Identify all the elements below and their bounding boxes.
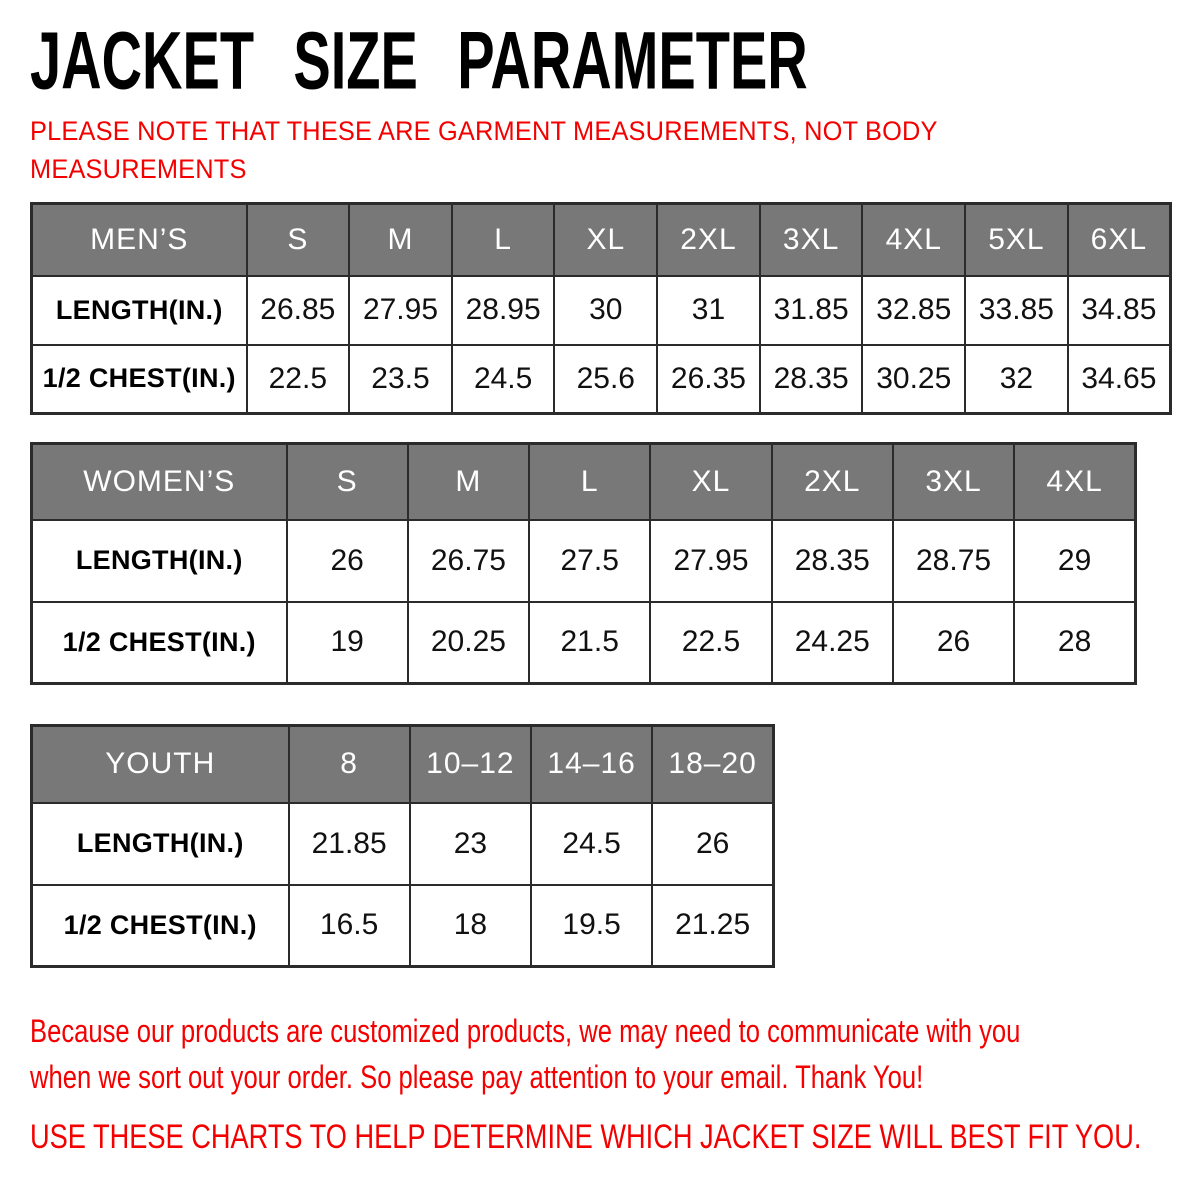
mens-size-header-cell: M (348, 202, 453, 277)
youth-size-table: YOUTH 8 10–12 14–16 18–20 LENGTH(IN.) 21.85 23 2… (30, 724, 775, 968)
mens-value-cell: 30 (553, 274, 659, 346)
womens-size-header-cell: 2XL (770, 442, 894, 521)
mens-value-cell: 28.95 (450, 274, 556, 346)
youth-value-cell: 23 (408, 801, 533, 886)
youth-value-cell: 19.5 (529, 883, 654, 968)
womens-value-cell: 26 (285, 518, 409, 603)
mens-value-cell: 25.6 (553, 343, 659, 415)
womens-value-cell: 28 (1013, 600, 1137, 685)
youth-header-row: YOUTH 8 10–12 14–16 18–20 (30, 724, 775, 804)
garment-measurement-note-line2: MEASUREMENTS (30, 154, 247, 184)
mens-row-label-cell: 1/2 CHEST(IN.) (30, 343, 248, 415)
womens-row-label-cell: 1/2 CHEST(IN.) (30, 600, 288, 685)
womens-value-cell: 26.75 (406, 518, 531, 603)
mens-size-header-cell: 5XL (964, 202, 1069, 277)
mens-value-cell: 26.85 (245, 274, 351, 346)
mens-size-header-cell: 4XL (861, 202, 967, 277)
youth-size-header-cell: 14–16 (529, 724, 654, 804)
womens-value-cell: 19 (285, 600, 409, 685)
youth-value-cell: 24.5 (529, 801, 654, 886)
womens-size-header-cell: S (285, 442, 409, 521)
youth-value-cell: 18 (408, 883, 533, 968)
youth-measurement-row: 1/2 CHEST(IN.) 16.5 18 19.5 21.25 (30, 883, 775, 968)
mens-value-cell: 33.85 (964, 274, 1069, 346)
youth-size-header-cell: 8 (287, 724, 411, 804)
youth-value-cell: 21.85 (287, 801, 411, 886)
garment-measurement-note-line1: PLEASE NOTE THAT THESE ARE GARMENT MEASU… (30, 116, 938, 146)
youth-row-label-cell: 1/2 CHEST(IN.) (30, 883, 290, 968)
womens-value-cell: 28.75 (891, 518, 1016, 603)
mens-value-cell: 28.35 (758, 343, 864, 415)
youth-size-header-cell: 18–20 (651, 724, 775, 804)
custom-order-note: Because our products are customized prod… (30, 1008, 1021, 1100)
youth-value-cell: 21.25 (651, 883, 775, 968)
womens-size-header-cell: M (406, 442, 531, 521)
mens-value-cell: 32 (964, 343, 1069, 415)
womens-size-header-cell: L (528, 442, 652, 521)
youth-value-cell: 16.5 (287, 883, 411, 968)
page-title: JACKET SIZE PARAMETER (30, 14, 808, 106)
mens-value-cell: 24.5 (450, 343, 556, 415)
mens-value-cell: 31.85 (758, 274, 864, 346)
womens-value-cell: 27.5 (528, 518, 652, 603)
womens-value-cell: 21.5 (528, 600, 652, 685)
mens-header-row: MEN’S S M L XL 2XL 3XL 4XL 5XL 6XL (30, 202, 1172, 277)
womens-value-cell: 20.25 (406, 600, 531, 685)
mens-row-label-cell: LENGTH(IN.) (30, 274, 248, 346)
youth-table-title-cell: YOUTH (30, 724, 290, 804)
mens-value-cell: 27.95 (348, 274, 453, 346)
womens-size-table: WOMEN’S S M L XL 2XL 3XL 4XL LENGTH(IN.) 26 26.75 2… (30, 442, 1137, 685)
womens-value-cell: 28.35 (770, 518, 894, 603)
mens-value-cell: 23.5 (348, 343, 453, 415)
chart-usage-note: USE THESE CHARTS TO HELP DETERMINE WHICH… (30, 1118, 1142, 1156)
youth-measurement-row: LENGTH(IN.) 21.85 23 24.5 26 (30, 801, 775, 886)
mens-size-header-cell: 6XL (1066, 202, 1172, 277)
mens-value-cell: 26.35 (656, 343, 761, 415)
mens-size-header-cell: XL (553, 202, 659, 277)
mens-size-header-cell: 2XL (656, 202, 761, 277)
custom-order-note-line2: when we sort out your order. So please p… (30, 1059, 924, 1095)
womens-table-title-cell: WOMEN’S (30, 442, 288, 521)
womens-measurement-row: 1/2 CHEST(IN.) 19 20.25 21.5 22.5 24.25 26 28 (30, 600, 1137, 685)
womens-size-header-cell: 4XL (1013, 442, 1137, 521)
womens-value-cell: 29 (1013, 518, 1137, 603)
mens-value-cell: 34.65 (1066, 343, 1172, 415)
womens-value-cell: 24.25 (770, 600, 894, 685)
mens-size-table: MEN’S S M L XL 2XL 3XL 4XL 5XL 6XL LENGTH(IN.) 26.8… (30, 202, 1172, 415)
womens-value-cell: 26 (891, 600, 1016, 685)
mens-value-cell: 22.5 (245, 343, 351, 415)
mens-measurement-row: 1/2 CHEST(IN.) 22.5 23.5 24.5 25.6 26.35 28.35… (30, 343, 1172, 415)
womens-value-cell: 27.95 (649, 518, 773, 603)
womens-measurement-row: LENGTH(IN.) 26 26.75 27.5 27.95 28.35 28.75 29 (30, 518, 1137, 603)
mens-value-cell: 34.85 (1066, 274, 1172, 346)
mens-measurement-row: LENGTH(IN.) 26.85 27.95 28.95 30 31 31.85 32.85… (30, 274, 1172, 346)
mens-value-cell: 32.85 (861, 274, 967, 346)
youth-size-header-cell: 10–12 (408, 724, 533, 804)
womens-size-header-cell: 3XL (891, 442, 1016, 521)
womens-header-row: WOMEN’S S M L XL 2XL 3XL 4XL (30, 442, 1137, 521)
mens-size-header-cell: 3XL (758, 202, 864, 277)
custom-order-note-line1: Because our products are customized prod… (30, 1013, 1021, 1049)
mens-value-cell: 30.25 (861, 343, 967, 415)
youth-row-label-cell: LENGTH(IN.) (30, 801, 290, 886)
womens-value-cell: 22.5 (649, 600, 773, 685)
mens-size-header-cell: L (450, 202, 556, 277)
garment-measurement-note: PLEASE NOTE THAT THESE ARE GARMENT MEASU… (30, 112, 1103, 188)
youth-value-cell: 26 (651, 801, 775, 886)
womens-size-header-cell: XL (649, 442, 773, 521)
mens-value-cell: 31 (656, 274, 761, 346)
mens-table-title-cell: MEN’S (30, 202, 248, 277)
mens-size-header-cell: S (245, 202, 351, 277)
womens-row-label-cell: LENGTH(IN.) (30, 518, 288, 603)
